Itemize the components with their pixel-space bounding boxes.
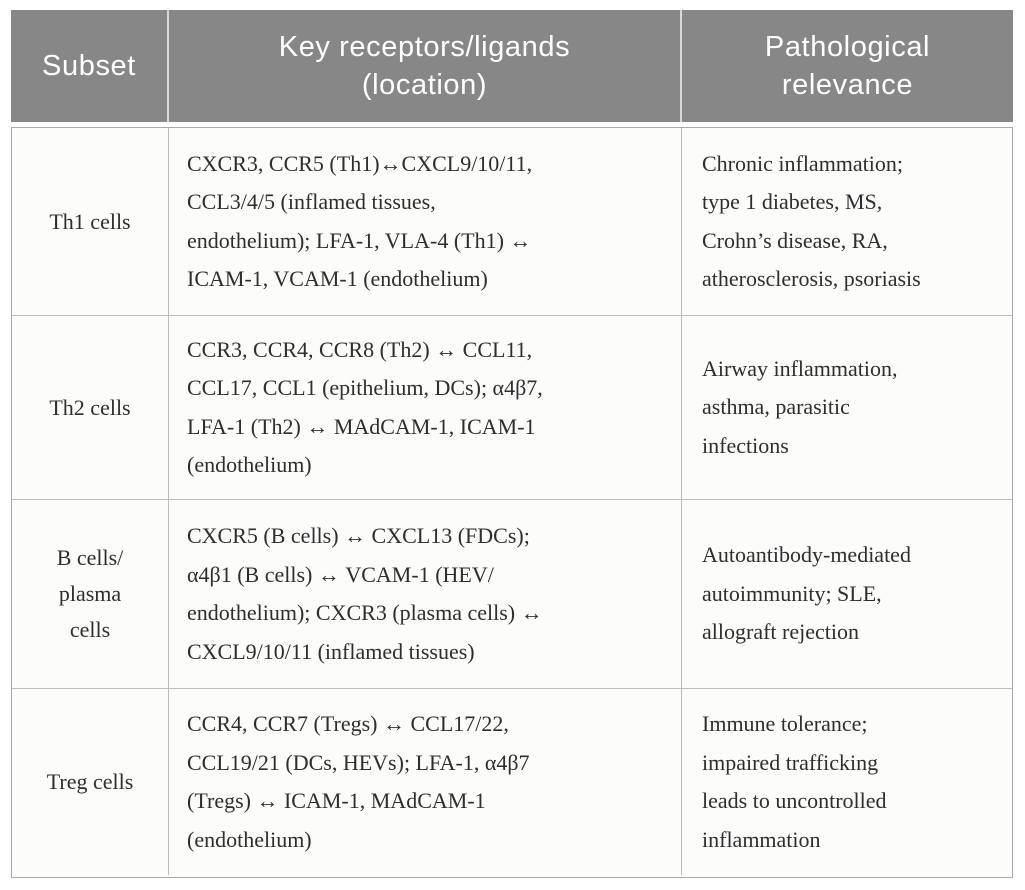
table-row-treg: Treg cells CCR4, CCR7 (Tregs) ↔ CCL17/22… (12, 688, 1012, 875)
subset-cell: B cells/ plasma cells (56, 545, 124, 642)
header-cell-subset: Subset (42, 50, 136, 82)
immune-cell-trafficking-table: Subset Key receptors/ligands (location) … (11, 10, 1013, 878)
relevance-cell: Immune tolerance; impaired trafficking l… (681, 689, 1012, 875)
receptors-cell: CXCR3, CCR5 (Th1)↔CXCL9/10/11, CCL3/4/5 … (168, 128, 681, 315)
subset-cell: Treg cells (46, 769, 134, 794)
table-row-th2: Th2 cells CCR3, CCR4, CCR8 (Th2) ↔ CCL11… (12, 315, 1012, 499)
table-row-th1: Th1 cells CXCR3, CCR5 (Th1)↔CXCL9/10/11,… (12, 128, 1012, 315)
table-body: Th1 cells CXCR3, CCR5 (Th1)↔CXCL9/10/11,… (11, 127, 1013, 878)
header-cell-receptors: Key receptors/ligands (location) (167, 10, 680, 122)
header-cell-relevance: Pathological relevance (680, 10, 1013, 122)
subset-cell: Th1 cells (49, 208, 131, 234)
table-row-bcells: B cells/ plasma cells CXCR5 (B cells) ↔ … (12, 499, 1012, 688)
relevance-cell: Airway inflammation, asthma, parasitic i… (681, 316, 1012, 499)
receptors-cell: CXCR5 (B cells) ↔ CXCL13 (FDCs); α4β1 (B… (168, 500, 681, 688)
subset-cell: Th2 cells (49, 394, 131, 420)
relevance-cell: Autoantibody-mediated autoimmunity; SLE,… (681, 500, 1012, 688)
relevance-cell: Chronic inflammation; type 1 diabetes, M… (681, 128, 1012, 315)
receptors-cell: CCR4, CCR7 (Tregs) ↔ CCL17/22, CCL19/21 … (168, 689, 681, 875)
receptors-cell: CCR3, CCR4, CCR8 (Th2) ↔ CCL11, CCL17, C… (168, 316, 681, 499)
table-header-row: Subset Key receptors/ligands (location) … (11, 10, 1013, 122)
